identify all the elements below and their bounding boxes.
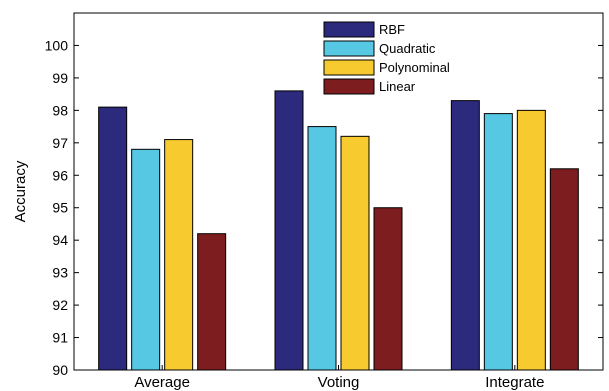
y-tick-label: 94 [52,232,68,248]
bar-quadratic-average [131,148,161,371]
bar-linear-voting [373,207,403,371]
y-tick-label: 96 [52,167,68,183]
y-tick-label: 91 [52,330,68,346]
bar-rbf-integrate [450,100,480,371]
x-tick-label: Average [134,374,190,391]
x-tick-label: Voting [318,374,360,391]
bar-quadratic-voting [307,126,337,371]
legend-swatch-quadratic [323,40,375,57]
bar-linear-average [197,233,227,371]
legend-swatch-polynominal [323,59,375,76]
y-tick-label: 92 [52,297,68,313]
y-tick-label: 93 [52,265,68,281]
bar-quadratic-integrate [483,113,513,371]
x-tick-label: Integrate [485,374,544,391]
bar-polynominal-average [164,139,194,371]
bar-polynominal-voting [340,135,370,371]
legend-label-linear: Linear [379,79,416,94]
y-tick-label: 99 [52,70,68,86]
legend-swatch-linear [323,78,375,95]
y-tick-label: 90 [52,362,68,378]
bars-group [98,90,579,371]
y-tick-label: 100 [45,37,69,53]
legend-label-polynominal: Polynominal [379,60,450,75]
legend-label-rbf: RBF [379,22,405,37]
y-tick-label: 95 [52,200,68,216]
y-tick-label: 97 [52,135,68,151]
legend-label-quadratic: Quadratic [379,41,436,56]
y-axis: 90 91 92 93 94 95 96 97 98 99 100 [45,37,603,378]
y-tick-label: 98 [52,102,68,118]
legend-swatch-rbf [323,21,375,38]
bar-polynominal-integrate [516,109,546,371]
bar-linear-integrate [549,168,579,371]
legend: RBF Quadratic Polynominal Linear [323,21,450,95]
bar-rbf-voting [274,90,304,371]
x-axis: Average Voting Integrate [134,365,544,391]
y-axis-label: Accuracy [12,160,29,222]
bar-rbf-average [98,106,128,371]
